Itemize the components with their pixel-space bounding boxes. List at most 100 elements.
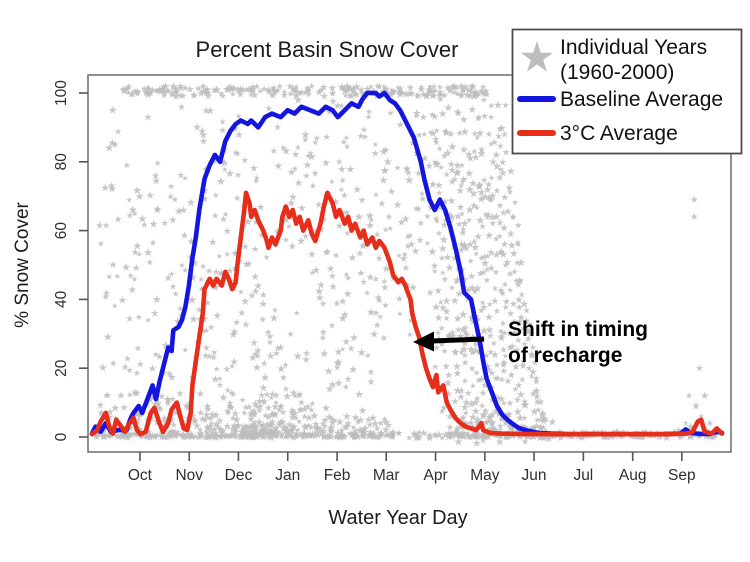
individual-year-star xyxy=(343,208,351,216)
annotation-line1: Shift in timing xyxy=(508,318,648,341)
individual-year-star xyxy=(114,215,123,223)
individual-year-star xyxy=(209,353,218,361)
individual-year-star xyxy=(706,419,714,427)
individual-year-star xyxy=(174,206,184,215)
individual-year-star xyxy=(513,396,521,403)
individual-year-star xyxy=(452,362,462,371)
individual-year-star xyxy=(175,389,184,397)
individual-year-star xyxy=(406,331,414,338)
individual-year-star xyxy=(488,157,498,166)
individual-year-star xyxy=(521,437,529,445)
individual-year-star xyxy=(293,309,300,316)
x-tick-label-Jan: Jan xyxy=(275,467,300,484)
individual-year-star xyxy=(436,145,443,152)
individual-year-star xyxy=(197,276,205,283)
individual-year-star xyxy=(518,291,526,298)
individual-year-star xyxy=(111,302,118,309)
individual-year-star xyxy=(365,113,372,120)
x-tick-label-Mar: Mar xyxy=(373,467,400,484)
individual-year-star xyxy=(230,357,239,366)
annotation-shift-in-timing: Shift in timing of recharge xyxy=(413,318,648,367)
individual-year-star xyxy=(208,237,218,246)
individual-year-star xyxy=(143,248,153,257)
individual-year-star xyxy=(447,160,456,168)
individual-year-star xyxy=(121,262,131,271)
individual-year-star xyxy=(485,130,493,138)
individual-year-star xyxy=(367,377,376,386)
individual-year-star xyxy=(428,247,437,256)
individual-year-star xyxy=(285,223,293,230)
individual-year-star xyxy=(138,214,147,223)
individual-year-star xyxy=(480,176,488,184)
y-tick-label-60: 60 xyxy=(53,222,70,240)
individual-year-star xyxy=(487,264,496,272)
individual-year-star xyxy=(373,321,381,329)
individual-year-star xyxy=(454,326,462,333)
individual-year-star xyxy=(404,175,414,184)
individual-year-star xyxy=(161,219,169,227)
legend-individual-years-line1: Individual Years xyxy=(560,36,707,59)
individual-year-star xyxy=(523,306,531,314)
individual-year-star xyxy=(518,376,526,383)
individual-year-star xyxy=(301,136,309,143)
individual-year-star xyxy=(319,299,327,307)
individual-year-star xyxy=(106,273,113,280)
individual-year-star xyxy=(259,315,267,323)
individual-year-star xyxy=(344,375,352,383)
individual-year-star xyxy=(516,390,526,399)
individual-year-star xyxy=(401,250,409,258)
individual-year-star xyxy=(301,413,309,420)
x-tick-label-Jun: Jun xyxy=(522,467,547,484)
individual-year-star xyxy=(380,334,388,342)
individual-year-star xyxy=(502,297,511,305)
individual-year-star xyxy=(126,391,134,398)
individual-year-star xyxy=(199,263,207,270)
individual-year-star xyxy=(438,254,446,262)
individual-year-star xyxy=(435,229,443,237)
individual-year-star xyxy=(502,101,510,109)
individual-year-star xyxy=(240,409,248,416)
individual-year-star xyxy=(448,142,457,151)
individual-year-star xyxy=(342,412,352,421)
individual-year-star xyxy=(95,221,104,229)
individual-year-star xyxy=(146,191,155,199)
individual-year-star xyxy=(502,148,510,156)
individual-year-star xyxy=(366,273,375,281)
individual-year-star xyxy=(461,377,469,384)
individual-year-star xyxy=(424,240,431,246)
left-arrow-icon xyxy=(413,331,434,352)
individual-year-star xyxy=(445,263,454,272)
individual-year-star xyxy=(329,282,338,291)
individual-year-star xyxy=(515,295,523,304)
individual-year-star xyxy=(297,398,305,406)
individual-year-star xyxy=(434,286,443,295)
individual-year-star xyxy=(212,268,220,275)
individual-year-star xyxy=(460,219,470,228)
individual-year-star xyxy=(435,181,443,189)
individual-year-star xyxy=(370,329,379,338)
individual-year-star xyxy=(455,220,463,228)
x-tick-label-Oct: Oct xyxy=(128,467,153,484)
individual-year-star xyxy=(511,268,518,275)
individual-year-star xyxy=(259,299,268,308)
individual-year-star xyxy=(233,318,241,326)
individual-year-star xyxy=(357,348,367,357)
individual-year-star xyxy=(103,332,112,341)
individual-year-star xyxy=(323,133,331,141)
individual-year-star xyxy=(500,400,507,407)
individual-year-star xyxy=(459,145,469,154)
individual-year-star xyxy=(328,178,335,185)
individual-year-star xyxy=(483,276,491,284)
individual-year-star xyxy=(479,299,486,306)
individual-year-star xyxy=(507,371,516,379)
individual-year-star xyxy=(465,216,473,223)
individual-year-star xyxy=(495,132,503,140)
individual-year-star xyxy=(364,352,372,359)
individual-year-star xyxy=(396,120,405,129)
individual-year-star xyxy=(484,312,494,321)
individual-year-star xyxy=(453,369,462,377)
individual-year-star xyxy=(342,383,350,390)
individual-year-star xyxy=(436,83,444,90)
individual-year-star xyxy=(216,253,223,260)
warming-average-line xyxy=(89,190,725,437)
